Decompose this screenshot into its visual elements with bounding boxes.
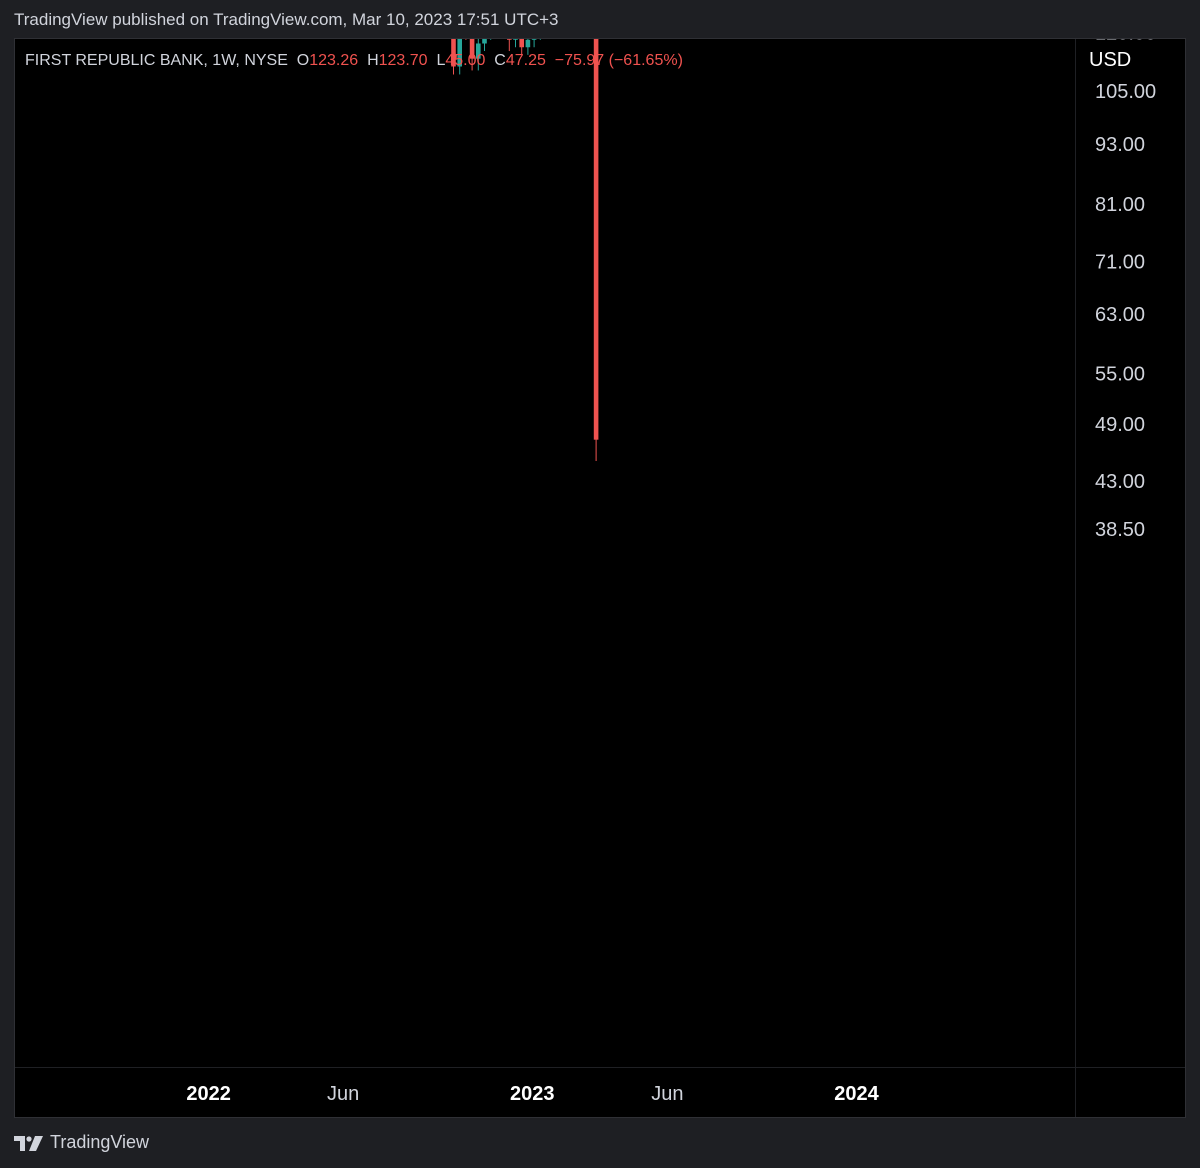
price-axis-divider xyxy=(1075,39,1076,1117)
legend-low-value: 45.00 xyxy=(445,52,486,69)
y-tick-label: 49.00 xyxy=(1095,414,1145,436)
candle xyxy=(476,43,481,59)
y-tick-label: 120.00 xyxy=(1095,39,1156,44)
candlestick-chart[interactable]: 220.00180.00160.00140.00120.00105.0093.0… xyxy=(15,39,1185,1117)
y-tick-label: 43.00 xyxy=(1095,471,1145,493)
x-tick-label: Jun xyxy=(651,1083,683,1105)
candle xyxy=(469,39,475,59)
candle xyxy=(519,39,524,48)
legend-close-value: 47.25 xyxy=(505,52,546,69)
candles-group xyxy=(451,39,599,462)
legend-open-value: 123.26 xyxy=(309,52,359,69)
candle xyxy=(451,39,456,67)
y-tick-label: 38.50 xyxy=(1095,519,1145,541)
y-tick-label: 81.00 xyxy=(1095,194,1145,216)
candle xyxy=(507,39,512,40)
legend-high-label: H xyxy=(367,52,379,69)
footer-branding[interactable]: TradingView xyxy=(14,1132,149,1153)
candle xyxy=(525,39,531,48)
symbol-legend: FIRST REPUBLIC BANK, 1W, NYSE O123.26 H1… xyxy=(25,52,683,70)
x-tick-label: 2024 xyxy=(834,1083,879,1105)
x-tick-label: 2023 xyxy=(510,1083,555,1105)
y-tick-label: 63.00 xyxy=(1095,304,1145,326)
chart-area[interactable]: 220.00180.00160.00140.00120.00105.0093.0… xyxy=(14,38,1186,1118)
candle xyxy=(513,39,518,40)
currency-label[interactable]: USD xyxy=(1089,49,1132,71)
y-tick-label: 105.00 xyxy=(1095,81,1156,103)
legend-low-label: L xyxy=(436,52,446,69)
legend-high-value: 123.70 xyxy=(378,52,428,69)
x-tick-label: Jun xyxy=(327,1083,359,1105)
candle xyxy=(457,39,462,67)
legend-open-label: O xyxy=(296,52,310,69)
published-caption: TradingView published on TradingView.com… xyxy=(14,10,559,29)
legend-symbol: FIRST REPUBLIC BANK, 1W, NYSE xyxy=(25,52,288,69)
y-tick-label: 71.00 xyxy=(1095,252,1145,274)
candle xyxy=(593,39,599,440)
time-axis-divider xyxy=(15,1067,1185,1068)
y-tick-label: 55.00 xyxy=(1095,363,1145,385)
legend-change: −75.97 (−61.65%) xyxy=(554,52,683,69)
y-tick-label: 93.00 xyxy=(1095,134,1145,156)
axis-corner xyxy=(1076,1068,1185,1117)
tradingview-logo-icon xyxy=(14,1135,43,1151)
candle xyxy=(482,39,487,44)
candle xyxy=(531,39,537,40)
x-tick-label: 2022 xyxy=(186,1083,231,1105)
footer-brand-name: TradingView xyxy=(50,1132,150,1152)
legend-close-label: C xyxy=(494,52,506,69)
